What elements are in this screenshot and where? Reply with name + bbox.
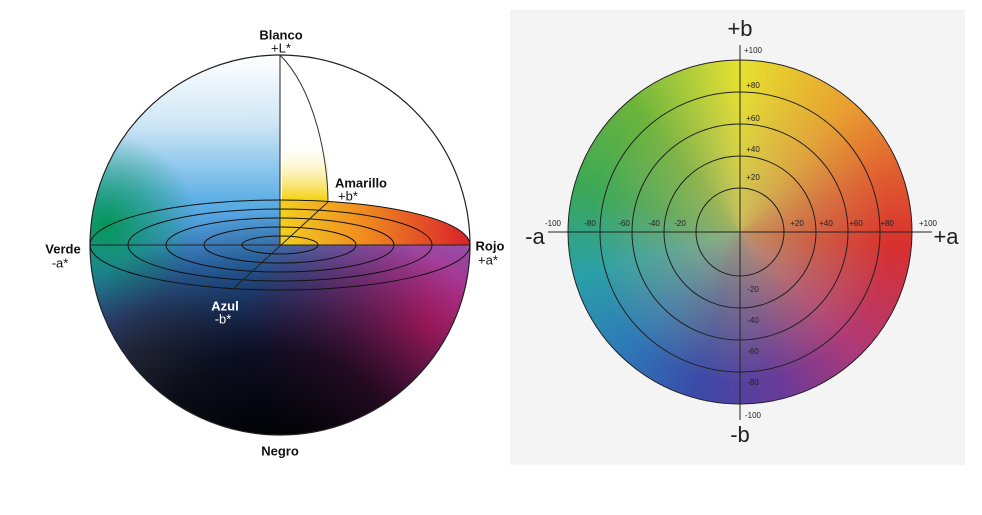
a-tick-label: -80: [584, 219, 596, 228]
axis-plus-b: +b: [727, 16, 752, 41]
a-tick-label: +100: [919, 219, 938, 228]
label-minus-a: -a*: [52, 255, 69, 270]
label-amarillo: Amarillo: [335, 175, 387, 190]
b-tick-label: -60: [747, 347, 759, 356]
label-verde: Verde: [45, 241, 80, 256]
cut-edge: [279, 54, 329, 203]
label-minus-b: -b*: [215, 311, 232, 326]
b-tick-label: +20: [746, 173, 760, 182]
label-plus-a: +a*: [478, 252, 498, 267]
axis-plus-a: +a: [933, 224, 959, 249]
b-tick-label: +40: [746, 145, 760, 154]
label-l: +L*: [271, 40, 291, 55]
label-plus-b: +b*: [338, 188, 358, 203]
b-tick-label: +60: [746, 114, 760, 123]
axis-minus-a: -a: [525, 224, 545, 249]
b-axis: [231, 201, 329, 291]
a-tick-label: -60: [618, 219, 630, 228]
a-tick-label: +20: [790, 219, 804, 228]
a-tick-label: -100: [545, 219, 562, 228]
b-tick-label: +80: [746, 81, 760, 90]
label-blanco: Blanco: [259, 27, 302, 42]
b-tick-label: -80: [747, 378, 759, 387]
yellow-face: [282, 140, 328, 202]
a-tick-label: -20: [674, 219, 686, 228]
b-tick-label: -100: [745, 411, 762, 420]
a-tick-label: +80: [880, 219, 894, 228]
a-tick-label: +40: [819, 219, 833, 228]
axis-minus-b: -b: [730, 422, 750, 447]
label-negro: Negro: [261, 443, 299, 458]
cut-slice: [280, 200, 470, 245]
a-tick-label: -40: [648, 219, 660, 228]
label-azul: Azul: [211, 298, 238, 313]
b-tick-label: +100: [744, 46, 763, 55]
b-tick-label: -40: [747, 316, 759, 325]
b-tick-label: -20: [747, 285, 759, 294]
label-rojo: Rojo: [476, 238, 505, 253]
a-tick-label: +60: [849, 219, 863, 228]
